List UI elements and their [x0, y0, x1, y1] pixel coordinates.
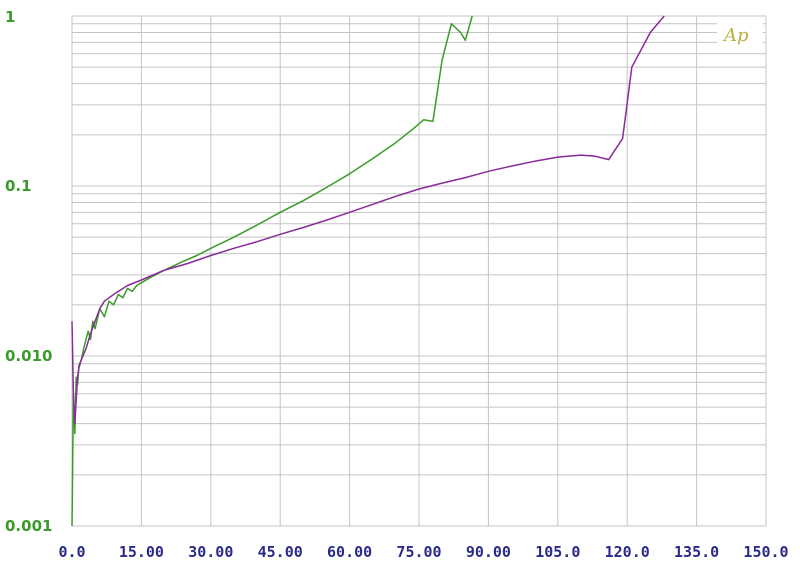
- logo-text: Ap: [722, 25, 749, 46]
- y-tick-label: 0.010: [5, 347, 52, 365]
- x-tick-label: 90.00: [466, 543, 511, 561]
- x-tick-label: 75.00: [396, 543, 441, 561]
- x-tick-labels: 0.0 15.00 30.00 45.00 60.00 75.00 90.00 105.0 12…: [58, 543, 788, 561]
- grid: [71, 15, 767, 527]
- x-tick-label: 15.00: [119, 543, 164, 561]
- x-tick-label: 105.0: [535, 543, 580, 561]
- series-line-1: [71, 15, 473, 527]
- series-line-2: [71, 15, 665, 425]
- logo-background: [717, 22, 763, 46]
- series-group: [71, 15, 665, 527]
- x-tick-label: 0.0: [58, 543, 85, 561]
- logo: Ap: [717, 22, 763, 46]
- x-tick-label: 135.0: [674, 543, 719, 561]
- y-tick-label: 1: [5, 8, 15, 26]
- y-tick-label: 0.001: [5, 517, 52, 535]
- x-tick-label: 120.0: [605, 543, 650, 561]
- x-tick-label: 30.00: [188, 543, 233, 561]
- x-tick-label: 150.0: [743, 543, 788, 561]
- x-tick-label: 60.00: [327, 543, 372, 561]
- x-tick-label: 45.00: [258, 543, 303, 561]
- y-tick-label: 0.1: [5, 177, 32, 195]
- y-tick-labels: 1 0.1 0.010 0.001: [5, 8, 52, 535]
